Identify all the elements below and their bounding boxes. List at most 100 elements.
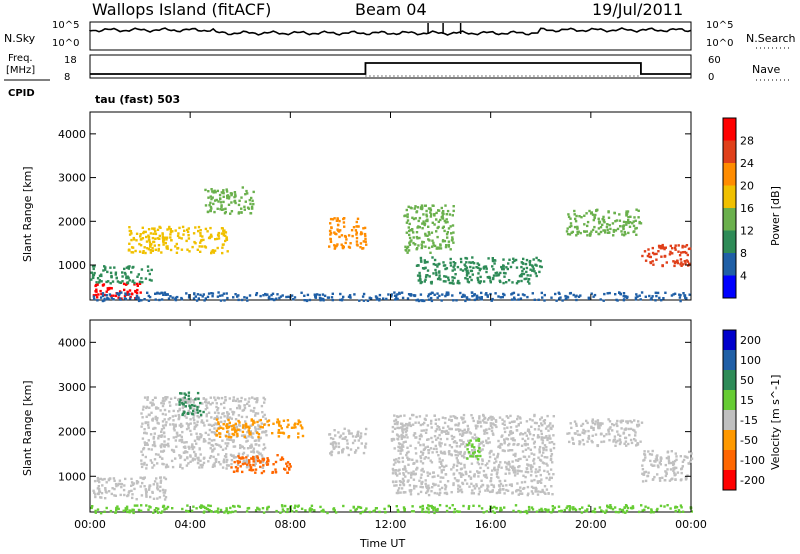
velocity-cell: [390, 438, 394, 441]
velocity-cell: [348, 432, 351, 435]
velocity-cell: [262, 396, 265, 400]
velocity-cell: [236, 434, 239, 437]
velocity-cell: [568, 508, 571, 512]
velocity-cell: [178, 439, 181, 442]
velocity-cell: [668, 479, 672, 482]
power-cell: [653, 252, 656, 256]
velocity-cell: [178, 408, 181, 412]
power-cell: [471, 291, 474, 294]
velocity-cell: [160, 435, 163, 438]
power-cell: [364, 234, 367, 238]
velocity-cell: [263, 423, 266, 426]
velocity-cell: [165, 507, 168, 510]
power-cell: [508, 258, 511, 261]
power-cell: [166, 247, 169, 250]
power-cell: [104, 266, 107, 269]
velocity-cell: [219, 416, 223, 419]
velocity-cell: [374, 507, 378, 510]
velocity-cell: [409, 444, 412, 447]
velocity-cell: [523, 455, 527, 459]
velocity-cell: [185, 422, 189, 425]
velocity-cell: [393, 414, 396, 417]
velocity-cell: [626, 421, 629, 425]
velocity-cell: [471, 436, 474, 439]
velocity-cell: [503, 438, 506, 441]
power-cell: [604, 231, 607, 234]
velocity-cell: [347, 453, 350, 457]
velocity-cell: [614, 510, 618, 514]
velocity-cell: [420, 435, 423, 438]
power-cell: [249, 202, 252, 206]
velocity-cell: [197, 416, 201, 419]
velocity-cell: [410, 510, 414, 513]
velocity-cell: [533, 413, 536, 417]
velocity-cell: [223, 420, 226, 423]
velocity-cell: [656, 464, 660, 467]
power-cell: [655, 294, 658, 298]
power-cell: [478, 269, 481, 272]
velocity-cell: [621, 419, 625, 422]
power-cell: [218, 294, 222, 297]
velocity-cell: [401, 434, 405, 438]
velocity-cell: [565, 506, 568, 510]
power-cell: [147, 269, 150, 272]
velocity-cell: [175, 432, 179, 435]
velocity-cell: [467, 505, 471, 508]
power-cell: [516, 280, 520, 283]
velocity-cell: [153, 480, 157, 483]
velocity-cell: [532, 486, 535, 490]
velocity-cell: [165, 443, 168, 447]
power-cell: [133, 281, 136, 285]
power-cell: [109, 282, 112, 285]
power-cell: [485, 267, 488, 270]
velocity-cell: [230, 417, 233, 420]
velocity-cell: [412, 478, 416, 481]
velocity-cell: [378, 510, 381, 514]
velocity-cell: [517, 465, 520, 469]
power-cell: [331, 218, 335, 221]
velocity-cell: [447, 431, 450, 434]
velocity-cell: [531, 508, 535, 511]
velocity-cell: [530, 452, 533, 455]
velocity-cell: [216, 407, 220, 410]
power-cell: [224, 234, 227, 237]
velocity-cell: [130, 489, 133, 492]
velocity-cell: [400, 447, 403, 451]
velocity-cell: [143, 441, 146, 444]
velocity-cell: [596, 423, 600, 426]
power-cell: [458, 282, 461, 285]
power-cell: [118, 281, 121, 284]
power-cell: [174, 245, 177, 248]
velocity-cell: [464, 445, 467, 448]
velocity-cell: [146, 443, 149, 446]
velocity-cell: [637, 424, 641, 427]
power-cell: [148, 272, 151, 276]
power-cell: [264, 292, 267, 296]
velocity-cell: [405, 422, 408, 426]
velocity-cell: [524, 470, 528, 474]
velocity-cell: [241, 426, 245, 429]
power-cell: [685, 251, 688, 255]
power-cell: [625, 296, 629, 299]
power-cell: [162, 237, 165, 240]
velocity-cell: [485, 439, 488, 442]
power-cell: [455, 299, 458, 302]
velocity-cell: [573, 420, 577, 423]
power-cell: [512, 291, 516, 295]
velocity-cell: [446, 437, 449, 441]
power-cell: [445, 293, 448, 296]
power-cell: [462, 293, 465, 297]
velocity-cell: [521, 437, 524, 441]
velocity-cell: [514, 504, 518, 507]
velocity-cell: [541, 441, 544, 445]
power-cell: [105, 280, 108, 284]
power-cell: [331, 292, 334, 295]
power-cell: [448, 213, 452, 216]
velocity-cell: [249, 430, 252, 433]
power-cell: [224, 210, 227, 214]
velocity-cell: [159, 444, 162, 447]
power-cell: [471, 273, 474, 276]
velocity-cell: [532, 459, 535, 462]
velocity-cell: [508, 442, 511, 446]
velocity-cell: [223, 511, 226, 514]
